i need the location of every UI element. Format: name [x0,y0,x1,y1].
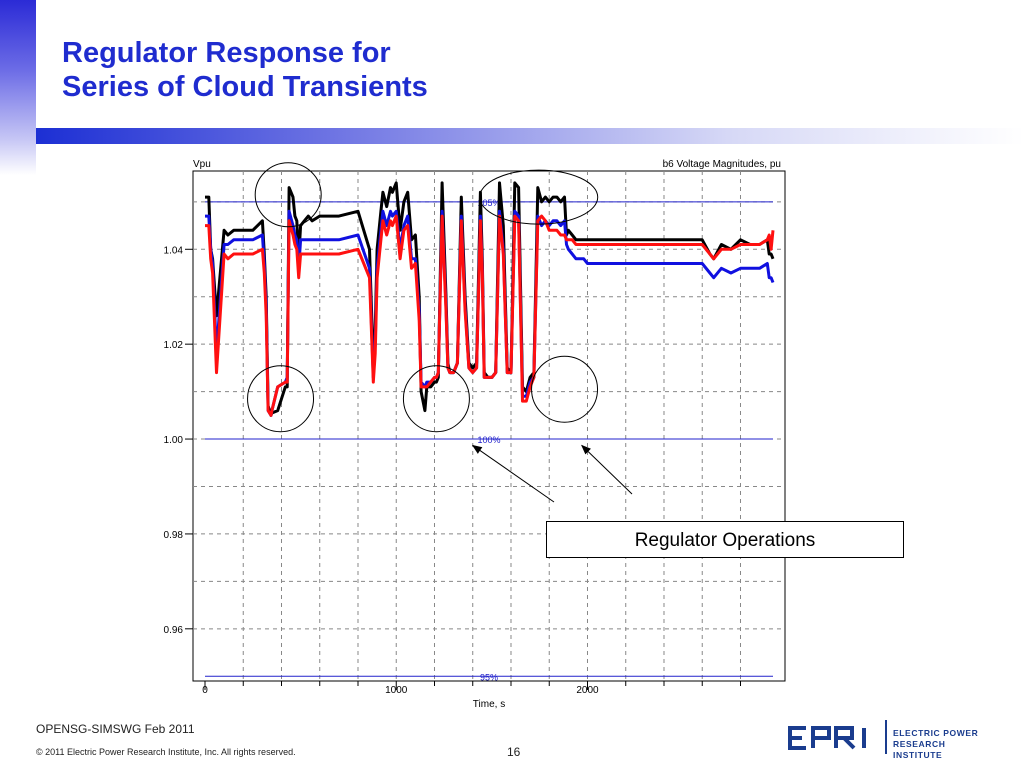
x-tick-label: 2000 [576,685,599,696]
y-tick-label: 1.02 [164,340,184,351]
logo-separator [885,720,887,754]
regulator-operations-callout: Regulator Operations [546,521,904,558]
annotations [247,162,633,503]
reference-line-label: 95% [480,672,498,682]
y-tick-label: 1.00 [164,435,184,446]
annotation-circle [247,365,315,433]
x-tick-label: 0 [202,685,208,696]
annotation-arrow [581,444,633,495]
series-line [205,214,775,417]
chart-title: b6 Voltage Magnitudes, pu [663,159,781,170]
epri-logo: ELECTRIC POWER RESEARCH INSTITUTE [786,720,996,760]
annotation-circle [479,169,599,225]
y-tick-label: 1.04 [164,245,184,256]
annotation-circle [531,355,599,423]
title-line-1: Regulator Response for [62,37,391,69]
reference-line-label: 100% [477,435,500,445]
y-tick-label: 0.98 [164,530,184,541]
footer-event: OPENSG-SIMSWG Feb 2011 [36,722,195,736]
logo-wordmark: ELECTRIC POWER RESEARCH INSTITUTE [893,728,996,761]
x-tick-label: 1000 [385,685,408,696]
chart-axes: 0.96 0.98 1.00 1.02 1.04 0 1000 2000 [164,245,741,696]
logo-line-1: ELECTRIC POWER [893,728,979,738]
copyright-notice: © 2011 Electric Power Research Institute… [36,747,296,757]
x-axis-label: Time, s [473,699,505,710]
reference-line-label: 105% [477,198,500,208]
title-line-2: Series of Cloud Transients [62,71,428,103]
epri-logo-mark [788,726,866,750]
series-lines [205,181,775,417]
annotation-circle [402,365,470,433]
chart-frame [192,170,786,682]
title-rule [36,128,1024,144]
reference-lines: 105% 100% 95% [205,198,773,682]
accent-bar [0,0,36,175]
annotation-circle [254,162,322,228]
y-tick-label: 0.96 [164,625,184,636]
y-axis-label: Vpu [193,159,211,170]
annotation-arrow [471,444,555,503]
slide-title: Regulator Response for Series of Cloud T… [62,36,428,104]
page-number: 16 [507,745,521,759]
logo-line-2: RESEARCH INSTITUTE [893,739,946,760]
